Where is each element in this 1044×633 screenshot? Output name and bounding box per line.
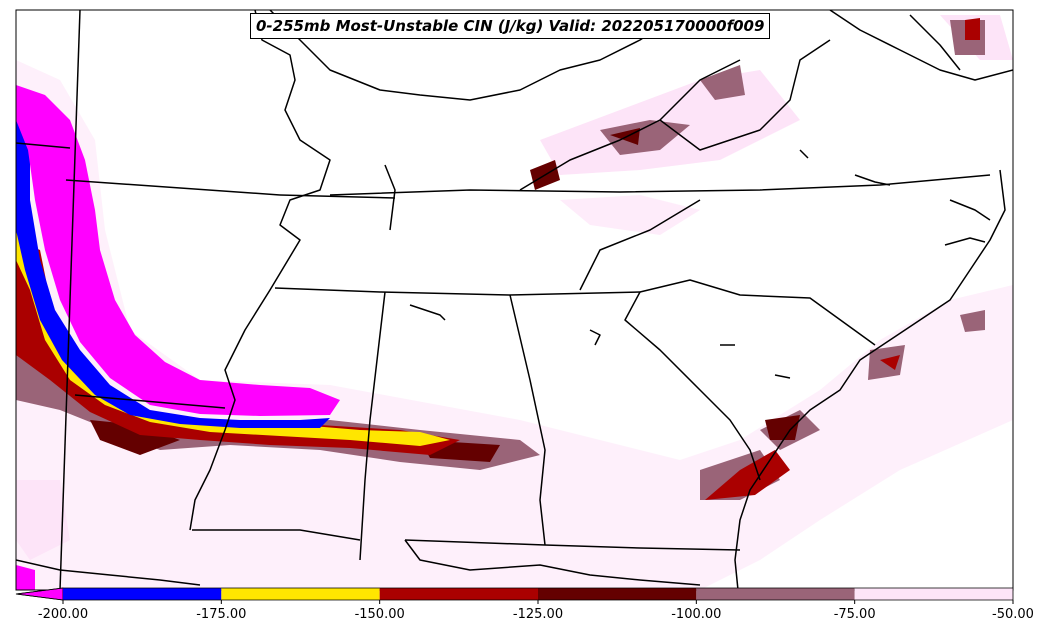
map-title: 0-255mb Most-Unstable CIN (J/kg) Valid: …: [250, 13, 771, 39]
colorbar-bin: [379, 588, 538, 600]
cin-fill-magenta: [16, 85, 340, 590]
colorbar-bin: [221, 588, 380, 600]
state-boundaries: [16, 10, 1013, 590]
colorbar-tick-label: -200.00: [37, 607, 89, 622]
colorbar-tick-label: -125.00: [512, 607, 564, 622]
colorbar: [15, 587, 1014, 604]
colorbar-tick-label: -175.00: [196, 607, 247, 622]
cin-shading: [16, 15, 1013, 590]
colorbar-tick-label: -75.00: [833, 607, 876, 622]
colorbar-tick-label: -100.00: [671, 607, 722, 622]
colorbar-bin: [538, 588, 697, 600]
colorbar-bin: [854, 588, 1013, 600]
colorbar-tick-label: -50.00: [992, 607, 1034, 622]
colorbar-bin: [696, 588, 855, 600]
colorbar-bin: [63, 588, 222, 600]
colorbar-tick-label: -150.00: [354, 607, 405, 622]
